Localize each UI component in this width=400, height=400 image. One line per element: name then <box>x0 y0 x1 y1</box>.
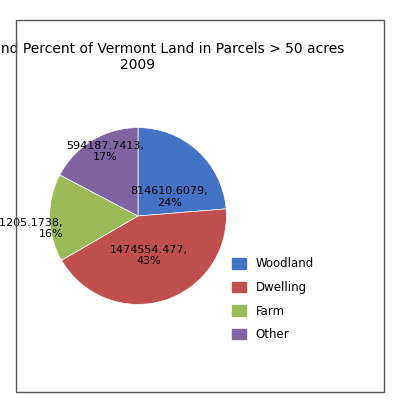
Title: Acreage and Percent of Vermont Land in Parcels > 50 acres
2009: Acreage and Percent of Vermont Land in P… <box>0 42 345 72</box>
Wedge shape <box>50 175 138 260</box>
Legend: Woodland, Dwelling, Farm, Other: Woodland, Dwelling, Farm, Other <box>227 252 318 346</box>
Text: 551205.1738,
16%: 551205.1738, 16% <box>0 218 63 239</box>
Wedge shape <box>62 209 226 304</box>
Text: 594187.7413,
17%: 594187.7413, 17% <box>66 141 144 162</box>
Wedge shape <box>138 128 226 216</box>
Wedge shape <box>60 128 138 216</box>
Text: 1474554.477,
43%: 1474554.477, 43% <box>110 245 187 266</box>
Text: 814610.6079,
24%: 814610.6079, 24% <box>130 186 208 208</box>
